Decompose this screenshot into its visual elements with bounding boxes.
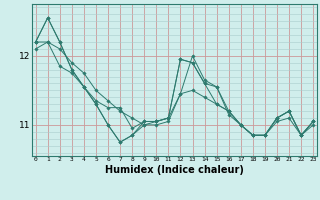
X-axis label: Humidex (Indice chaleur): Humidex (Indice chaleur) [105,165,244,175]
